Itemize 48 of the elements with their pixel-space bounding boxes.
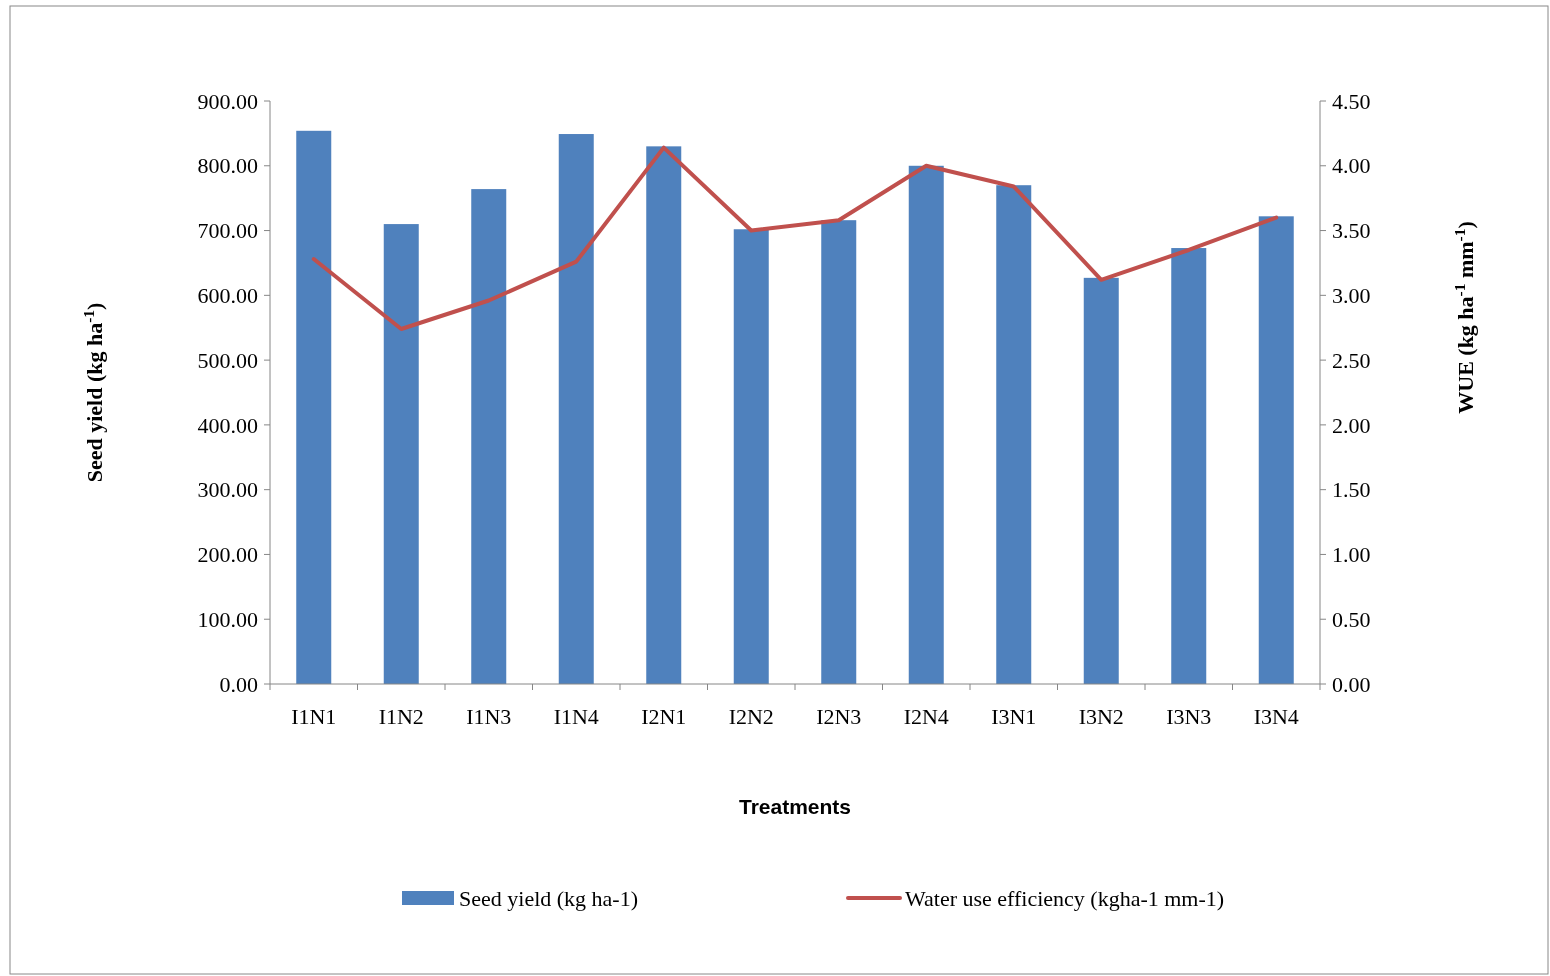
bar <box>821 220 857 684</box>
y2-tick-label: 1.50 <box>1332 477 1371 503</box>
y-tick-label: 900.00 <box>197 88 258 114</box>
y2-tick-label: 2.00 <box>1332 412 1371 438</box>
x-tick-label: I1N1 <box>291 704 337 729</box>
y2-tick-label: 4.50 <box>1332 88 1371 114</box>
x-tick-label: I3N1 <box>991 704 1037 729</box>
y-tick-label: 800.00 <box>197 153 258 179</box>
x-tick-label: I2N3 <box>816 704 862 729</box>
y-tick-label: 700.00 <box>197 218 258 244</box>
x-tick-label: I3N3 <box>1166 704 1212 729</box>
bar <box>471 189 507 684</box>
y2-tick-label: 3.00 <box>1332 283 1371 309</box>
y-tick-label: 0.00 <box>219 671 258 697</box>
x-tick-label: I1N2 <box>378 704 424 729</box>
y2-tick-label: 4.00 <box>1332 153 1371 179</box>
y-tick-label: 100.00 <box>197 606 258 632</box>
x-axis-title: Treatments <box>738 795 852 818</box>
y2-tick-label: 1.00 <box>1332 542 1371 568</box>
y2-tick-label: 0.50 <box>1332 606 1371 632</box>
y-tick-label: 400.00 <box>197 412 258 438</box>
x-tick-label: I2N1 <box>641 704 687 729</box>
y-tick-label: 500.00 <box>197 347 258 373</box>
y2-tick-label: 3.50 <box>1332 218 1371 244</box>
bar <box>908 165 944 684</box>
legend-label: Seed yield (kg ha-1) <box>459 885 638 911</box>
x-tick-label: I3N2 <box>1078 704 1124 729</box>
legend-label: Water use efficiency (kgha-1 mm-1) <box>905 885 1225 911</box>
y2-tick-label: 2.50 <box>1332 347 1371 373</box>
x-tick-label: I3N4 <box>1253 704 1299 729</box>
line-series <box>311 145 1279 332</box>
bar <box>296 130 332 684</box>
bar <box>1258 216 1294 684</box>
bar <box>1083 277 1119 684</box>
bar <box>1171 248 1207 684</box>
y2-tick-label: 0.00 <box>1332 671 1371 697</box>
bar <box>383 224 419 684</box>
y-tick-label: 300.00 <box>197 477 258 503</box>
x-tick-label: I1N3 <box>466 704 512 729</box>
bar <box>733 229 769 684</box>
x-tick-label: I1N4 <box>553 704 599 729</box>
x-tick-label: I2N4 <box>903 704 949 729</box>
bar <box>558 134 594 684</box>
bar <box>996 185 1032 684</box>
y-tick-label: 600.00 <box>197 283 258 309</box>
bar <box>646 146 682 684</box>
y-tick-label: 200.00 <box>197 542 258 568</box>
x-tick-label: I2N2 <box>728 704 774 729</box>
